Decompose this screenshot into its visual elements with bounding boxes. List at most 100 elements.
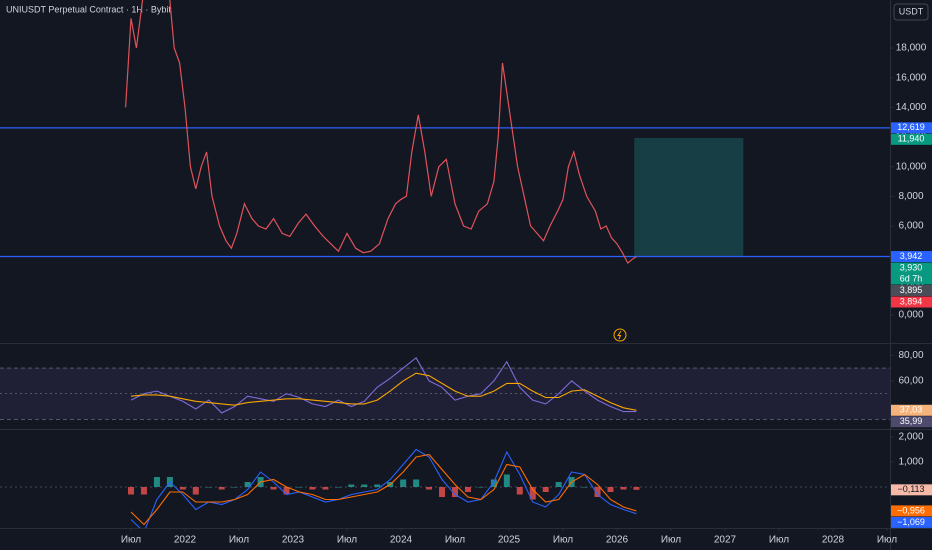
chart-title: UNIUSDT Perpetual Contract · 1H · Bybit bbox=[6, 4, 171, 14]
histogram-bar bbox=[439, 487, 446, 497]
histogram-bar bbox=[594, 487, 601, 497]
price-tag-label: −0,113 bbox=[897, 484, 924, 494]
price-tag bbox=[891, 516, 932, 528]
pane bbox=[0, 448, 890, 528]
histogram-bar bbox=[192, 487, 199, 495]
x-tick-label: Июл bbox=[553, 535, 573, 546]
price-tag-label: 3,894 bbox=[900, 296, 923, 306]
histogram-bar bbox=[127, 487, 134, 495]
histogram-bar bbox=[464, 487, 471, 492]
event-icon[interactable] bbox=[613, 328, 627, 342]
price-tag bbox=[891, 122, 932, 134]
histogram-bar bbox=[348, 484, 355, 487]
pane bbox=[0, 356, 890, 420]
y-tick-label: 6,000 bbox=[898, 221, 923, 232]
series-line bbox=[130, 453, 637, 526]
x-tick-label: Июл bbox=[121, 535, 141, 546]
x-tick-label: 2027 bbox=[714, 535, 737, 546]
x-tick-label: 2023 bbox=[282, 535, 305, 546]
price-tag bbox=[891, 505, 932, 517]
price-tag bbox=[891, 296, 932, 308]
histogram-bar bbox=[179, 487, 186, 490]
x-tick-label: Июл bbox=[661, 535, 681, 546]
price-tag-label: −1,069 bbox=[897, 517, 925, 527]
x-tick-label: 2026 bbox=[606, 535, 629, 546]
x-tick-label: Июл bbox=[877, 535, 897, 546]
x-tick-label: 2022 bbox=[174, 535, 197, 546]
currency-button[interactable] bbox=[893, 3, 929, 21]
price-tag-label: 11,940 bbox=[898, 134, 925, 144]
histogram-bar bbox=[555, 482, 562, 487]
histogram-bar bbox=[607, 487, 614, 492]
histogram-bar bbox=[633, 487, 640, 490]
price-tag-label: −0,956 bbox=[897, 505, 925, 515]
histogram-bar bbox=[426, 487, 433, 490]
series-line bbox=[130, 372, 637, 411]
histogram-bar bbox=[451, 487, 458, 497]
price-tag-label: 12,619 bbox=[897, 122, 925, 132]
countdown-label: 6d 7h bbox=[900, 273, 923, 283]
series-line bbox=[125, 0, 637, 265]
histogram-bar bbox=[283, 487, 290, 495]
histogram-bar bbox=[581, 487, 588, 488]
x-tick-label: 2025 bbox=[498, 535, 521, 546]
histogram-bar bbox=[516, 487, 523, 495]
histogram-bar bbox=[413, 479, 420, 487]
y-tick-label: 16,000 bbox=[896, 72, 927, 83]
currency-label: USDT bbox=[899, 6, 924, 16]
histogram-bar bbox=[231, 487, 238, 488]
histogram-bar bbox=[322, 487, 329, 490]
histogram-bar bbox=[140, 487, 147, 495]
histogram-bar bbox=[296, 487, 303, 488]
series-line bbox=[130, 356, 637, 414]
histogram-bar bbox=[529, 487, 536, 500]
histogram-bar bbox=[218, 487, 225, 490]
histogram-bar bbox=[503, 474, 510, 487]
price-tag-label: 3,895 bbox=[900, 285, 923, 295]
price-tag-label: 35,99 bbox=[900, 416, 923, 426]
price-tag bbox=[891, 251, 932, 263]
y-tick-label: 14,000 bbox=[896, 102, 927, 113]
histogram-bar bbox=[244, 482, 251, 487]
long-position-box bbox=[634, 137, 744, 257]
countdown-tag bbox=[891, 273, 932, 285]
histogram-bar bbox=[153, 477, 160, 487]
price-tag bbox=[891, 262, 932, 274]
y-tick-label: 60,00 bbox=[898, 376, 923, 387]
price-tag-label: 3,942 bbox=[900, 251, 923, 261]
x-tick-label: 2028 bbox=[822, 535, 845, 546]
price-tag bbox=[891, 404, 932, 416]
price-tag bbox=[891, 133, 932, 145]
x-tick-label: Июл bbox=[445, 535, 465, 546]
x-tick-label: Июл bbox=[229, 535, 249, 546]
price-tag bbox=[891, 285, 932, 297]
x-tick-label: Июл bbox=[769, 535, 789, 546]
price-tag bbox=[891, 484, 932, 496]
histogram-bar bbox=[205, 487, 212, 488]
histogram-bar bbox=[374, 484, 381, 487]
pane bbox=[0, 0, 890, 265]
y-tick-label: 80,00 bbox=[898, 350, 923, 361]
price-tag-label: 3,930 bbox=[900, 262, 923, 272]
y-tick-label: 8,000 bbox=[898, 191, 923, 202]
y-tick-label: 18,000 bbox=[896, 43, 927, 54]
histogram-bar bbox=[270, 487, 277, 490]
price-tag-label: 37,03 bbox=[900, 405, 923, 415]
y-tick-label: 2,000 bbox=[898, 432, 923, 443]
histogram-bar bbox=[542, 487, 549, 492]
y-tick-label: 1,000 bbox=[898, 457, 923, 468]
y-tick-label: 0,000 bbox=[898, 310, 923, 321]
histogram-bar bbox=[361, 484, 368, 487]
y-tick-label: 10,000 bbox=[896, 161, 927, 172]
histogram-bar bbox=[620, 487, 627, 490]
histogram-bar bbox=[400, 479, 407, 487]
histogram-bar bbox=[335, 487, 342, 488]
price-tag bbox=[891, 416, 932, 428]
histogram-bar bbox=[490, 479, 497, 487]
histogram-bar bbox=[309, 487, 316, 490]
histogram-bar bbox=[477, 487, 484, 488]
x-tick-label: 2024 bbox=[390, 535, 413, 546]
x-tick-label: Июл bbox=[337, 535, 357, 546]
